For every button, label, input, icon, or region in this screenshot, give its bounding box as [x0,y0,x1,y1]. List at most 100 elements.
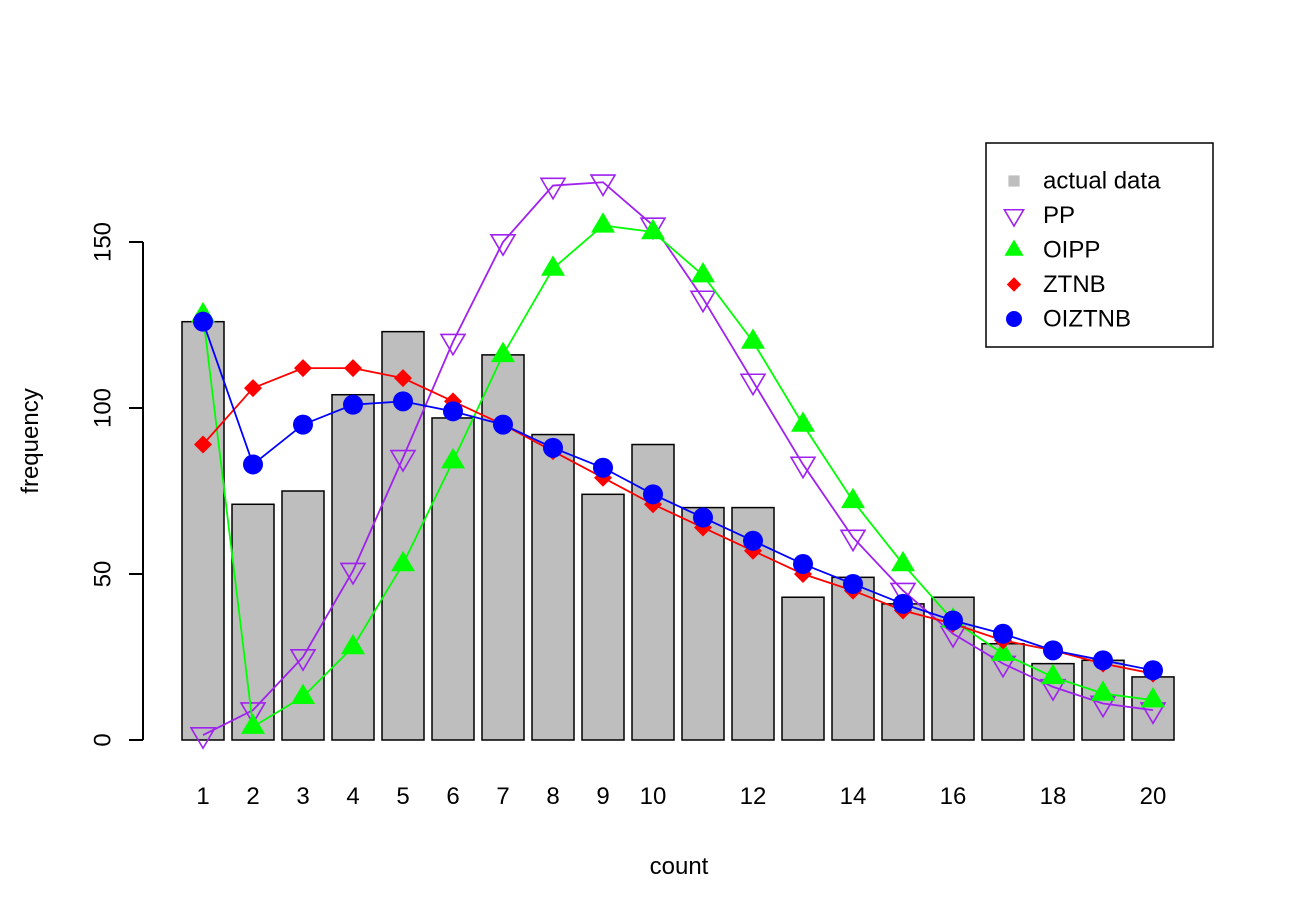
point-oipp-7 [491,341,515,363]
point-oiztnb-5 [393,391,413,412]
point-oiztnb-10 [643,484,663,505]
point-oiztnb-6 [443,401,463,422]
bar-count-10 [631,443,675,741]
point-oiztnb-13 [793,554,813,575]
point-ztnb-2 [244,379,262,398]
legend-marker-pp [1003,208,1025,228]
point-oiztnb-19 [1093,650,1113,671]
legend-marker-oiztnb [1006,311,1022,327]
bars-layer [181,320,1175,741]
point-oipp-3 [291,683,315,705]
legend-marker-oipp [1004,239,1024,256]
bar-count-15 [881,603,925,741]
x-tick-label: 3 [296,783,309,810]
point-oipp-17 [991,640,1015,661]
bar-count-13 [781,596,825,741]
point-pp-9 [589,174,617,198]
point-oiztnb-7 [493,414,513,435]
point-pp-12 [739,373,767,397]
point-pp-15 [889,582,917,606]
point-oipp-12 [741,328,765,349]
point-oipp-14 [841,487,865,509]
legend-label: OIPP [1043,237,1100,264]
point-pp-8 [539,177,567,201]
point-oipp-5 [391,550,415,572]
point-oipp-11 [691,262,715,283]
y-tick-label: 100 [90,388,117,428]
point-oiztnb-18 [1043,640,1063,661]
x-tick-label: 16 [940,783,967,810]
legend-label: OIZTNB [1043,306,1131,333]
point-oiztnb-15 [893,593,913,614]
point-oiztnb-1 [193,311,213,332]
legend-label: ZTNB [1043,271,1106,298]
point-oipp-4 [341,633,365,655]
point-pp-10 [639,217,667,241]
point-oiztnb-8 [543,437,563,458]
point-oipp-10 [641,218,665,240]
x-axis-label: count [650,853,709,880]
point-oipp-9 [591,212,615,233]
point-pp-11 [689,290,717,314]
point-pp-6 [439,333,467,357]
point-oipp-19 [1091,680,1115,701]
series-layer [189,174,1167,750]
point-ztnb-3 [294,359,312,378]
bar-count-4 [331,393,375,741]
point-pp-7 [489,234,517,257]
x-tick-label: 5 [396,783,409,810]
point-oipp-18 [1041,663,1065,685]
legend: actual data PP OIPP ZTNB OIZTNB [985,142,1214,348]
y-tick-label: 0 [90,733,117,746]
x-tick-label: 12 [740,783,767,810]
x-tick-label: 1 [196,783,209,810]
x-tick-label: 20 [1140,783,1167,810]
point-pp-4 [339,562,367,586]
point-oiztnb-16 [943,610,963,631]
point-oiztnb-17 [993,623,1013,644]
bar-count-2 [231,503,275,741]
legend-label: actual data [1043,168,1161,195]
bar-count-14 [831,576,875,741]
point-oiztnb-12 [743,530,763,551]
point-oipp-6 [441,447,465,469]
y-tick-label: 150 [90,222,117,262]
point-oiztnb-2 [243,454,263,475]
point-ztnb-1 [194,435,212,454]
x-tick-label: 2 [246,783,259,810]
point-oipp-15 [891,550,915,572]
legend-marker-actual-data [1008,175,1020,187]
bar-count-8 [531,433,575,741]
point-pp-1 [189,727,217,750]
legend-box [985,142,1214,348]
point-oiztnb-11 [693,507,713,528]
point-oipp-2 [241,713,265,734]
y-axis-label: frequency [17,388,44,493]
x-tick-label: 7 [496,783,509,810]
x-tick-label: 10 [640,783,667,810]
bar-count-7 [481,354,525,741]
point-oiztnb-4 [343,394,363,415]
bar-count-11 [681,506,725,741]
legend-marker-ztnb [1006,277,1022,292]
x-tick-label: 6 [446,783,459,810]
point-oipp-20 [1141,686,1165,708]
legend-label: PP [1043,202,1075,229]
point-oiztnb-3 [293,414,313,435]
point-pp-13 [789,456,817,480]
x-tick-label: 9 [596,783,609,810]
point-pp-2 [239,702,267,725]
point-oiztnb-14 [843,573,863,594]
x-tick-label: 14 [840,783,867,810]
x-tick-label: 4 [346,783,359,810]
point-pp-3 [289,648,317,672]
bar-count-9 [581,493,625,741]
series-line-oipp [202,224,1154,729]
point-oiztnb-20 [1143,660,1163,681]
point-oipp-13 [791,411,815,432]
point-oiztnb-9 [593,457,613,478]
x-tick-label: 18 [1040,783,1067,810]
point-ztnb-4 [344,359,362,378]
